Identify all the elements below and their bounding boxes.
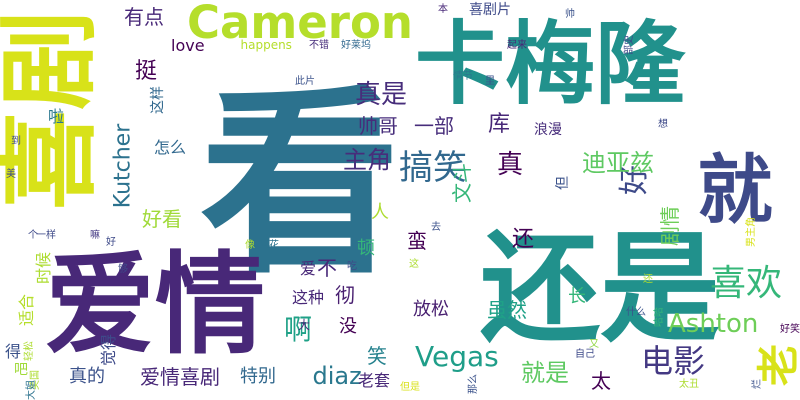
- cloud-word: diaz: [312, 362, 362, 390]
- cloud-word: 还: [512, 227, 535, 252]
- cloud-word: 真是: [355, 80, 408, 110]
- cloud-word: 文斗: [450, 163, 474, 203]
- cloud-word: 卡梅隆: [415, 12, 685, 117]
- cloud-word: Vegas: [415, 340, 499, 373]
- cloud-word: 但: [555, 176, 571, 190]
- cloud-word: 帅: [565, 9, 575, 20]
- cloud-word: 好笑: [780, 324, 800, 335]
- cloud-word: 人: [371, 202, 389, 223]
- cloud-word: happens: [240, 38, 292, 52]
- cloud-word: 此片: [295, 76, 315, 87]
- cloud-word: 喜剧片: [469, 2, 511, 18]
- cloud-word: 适合: [17, 293, 37, 327]
- cloud-word: 彻: [335, 283, 355, 307]
- cloud-word: 大: [298, 318, 311, 332]
- cloud-word: 笑: [367, 344, 387, 368]
- cloud-word: 真的: [69, 366, 105, 387]
- cloud-word: Cameron: [187, 0, 413, 49]
- cloud-word: 嘛: [90, 230, 100, 241]
- cloud-word: 个: [28, 230, 38, 241]
- cloud-word: 自己: [575, 349, 595, 360]
- cloud-word: 去: [431, 222, 441, 233]
- cloud-word: 没: [339, 316, 357, 337]
- cloud-word: 喜欢: [710, 263, 783, 304]
- cloud-word: 放松: [413, 299, 449, 320]
- cloud-word: 觉得: [99, 333, 119, 367]
- cloud-word: 爆米花: [249, 240, 279, 251]
- cloud-word: 顿: [357, 238, 375, 259]
- cloud-word: 就是: [521, 359, 569, 387]
- cloud-word: 起来: [507, 40, 527, 51]
- cloud-word: 这: [409, 259, 419, 270]
- cloud-word: 长: [568, 286, 586, 307]
- cloud-word: 老: [754, 343, 800, 387]
- cloud-word: 部史: [624, 35, 635, 55]
- cloud-word: 一部: [414, 114, 454, 138]
- cloud-word: 帅哥: [358, 114, 398, 138]
- cloud-word: 想: [658, 119, 668, 130]
- cloud-word: 迪亚兹: [582, 149, 654, 177]
- cloud-word: 电影: [641, 342, 706, 380]
- cloud-word: 爱情: [45, 241, 265, 369]
- cloud-word: 好莱坞: [341, 40, 371, 51]
- cloud-word: 主角: [343, 146, 391, 174]
- cloud-word: 男主角: [746, 217, 757, 247]
- cloud-word: 像: [245, 240, 255, 251]
- cloud-word: 不错: [309, 40, 329, 51]
- cloud-word: 挺: [135, 59, 158, 84]
- cloud-word: 就: [697, 145, 773, 234]
- cloud-word: 搞笑: [399, 148, 467, 188]
- cloud-word: 蛮: [407, 229, 427, 253]
- cloud-word: 吧: [14, 362, 28, 378]
- cloud-word: 虽然: [487, 298, 527, 322]
- cloud-word: 但是: [400, 382, 420, 393]
- cloud-word: 情节: [453, 71, 473, 82]
- cloud-word: 库: [488, 112, 511, 137]
- cloud-word: Kutcher: [109, 123, 135, 209]
- cloud-word: 那么: [468, 374, 479, 394]
- cloud-word: 还是: [480, 220, 720, 359]
- cloud-word: 看: [200, 68, 401, 301]
- cloud-word: 到: [11, 136, 21, 147]
- cloud-word: 有点: [124, 5, 164, 29]
- cloud-word: 真: [497, 150, 524, 180]
- cloud-word: love: [171, 36, 205, 55]
- cloud-word: 又: [589, 339, 599, 350]
- cloud-word: 爱: [300, 259, 317, 278]
- cloud-word: 本: [438, 4, 448, 15]
- cloud-word: 烂: [752, 379, 763, 389]
- cloud-word: 怎么: [154, 138, 187, 157]
- cloud-word: 得: [5, 342, 22, 361]
- cloud-word: 还: [643, 274, 653, 285]
- cloud-word: 浪漫: [534, 122, 562, 138]
- cloud-word: 啦: [48, 107, 65, 126]
- cloud-word: 啊: [284, 313, 313, 346]
- cloud-word: 这样: [150, 86, 166, 114]
- cloud-word: 太: [591, 369, 611, 393]
- cloud-word: 大姐: [26, 380, 37, 400]
- cloud-word: 轻松: [24, 341, 35, 361]
- cloud-word: 时候: [34, 251, 54, 285]
- cloud-word: Ashton: [668, 309, 759, 339]
- cloud-word: 好: [106, 237, 116, 248]
- cloud-word: 美: [6, 169, 16, 180]
- cloud-word: 太丑: [679, 379, 699, 390]
- cloud-word: 特别: [240, 366, 276, 387]
- cloud-word: 够: [118, 264, 128, 275]
- cloud-word: 吃: [347, 261, 357, 272]
- cloud-word: 这种: [292, 288, 325, 307]
- cloud-word: 里: [485, 76, 495, 87]
- cloud-word: 什么: [626, 307, 646, 318]
- cloud-word: 不: [317, 256, 337, 280]
- cloud-word: 爱情喜剧: [140, 365, 220, 389]
- cloud-word: 老套: [358, 371, 391, 390]
- cloud-word: 好看: [142, 207, 182, 231]
- cloud-word: 一样: [36, 230, 56, 241]
- cloud-word: 哈哈: [654, 307, 665, 327]
- cloud-word: 剧情: [658, 206, 682, 246]
